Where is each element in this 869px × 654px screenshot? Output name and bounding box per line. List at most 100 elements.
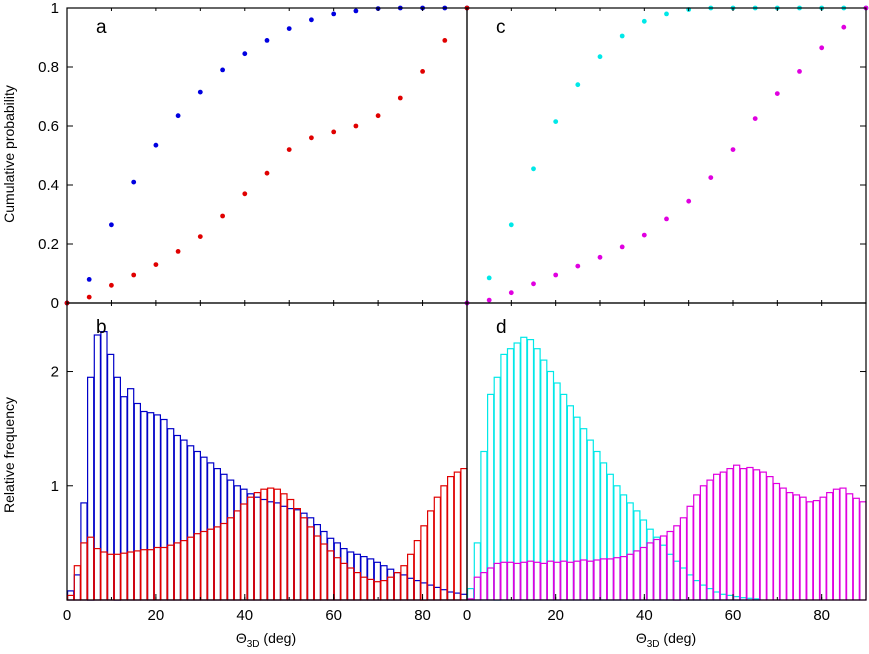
bar-d-s1-39	[726, 468, 734, 601]
bar-b-s1-57	[447, 476, 455, 601]
bar-d-s0-20	[599, 462, 608, 601]
point-a-s0-11	[309, 17, 314, 23]
point-c-s0-2	[508, 222, 514, 228]
bar-d-s1-19	[593, 559, 601, 601]
point-a-s0-9	[264, 38, 270, 43]
bar-d-s1-55	[832, 488, 841, 601]
xtick-label-d-0: 0	[463, 607, 471, 624]
bar-d-s0-21	[606, 473, 614, 601]
bar-b-s0-36	[307, 517, 315, 601]
bar-b-s0-9	[126, 388, 135, 601]
bar-b-s0-49	[393, 571, 401, 601]
bar-d-s0-16	[573, 416, 581, 601]
panel-label-d: d	[496, 317, 507, 338]
bar-d-s1-41	[739, 468, 747, 601]
point-c-s1-14	[774, 91, 780, 96]
point-a-s1-9	[264, 170, 270, 176]
bar-d-s1-17	[579, 559, 588, 601]
point-a-s1-13	[353, 123, 359, 129]
bar-d-s1-48	[786, 492, 794, 601]
bar-b-s0-50	[400, 574, 408, 601]
bar-d-s1-52	[812, 500, 821, 601]
bar-b-s1-11	[140, 549, 148, 601]
bar-d-s1-58	[852, 497, 860, 601]
bar-d-s1-3	[487, 567, 495, 601]
bar-d-s0-23	[619, 494, 628, 601]
bar-d-s0-15	[566, 405, 575, 601]
bar-b-s1-0	[66, 594, 75, 601]
panel-label-b: b	[96, 317, 107, 338]
bar-b-s1-47	[380, 579, 388, 601]
bar-b-s0-7	[113, 376, 122, 601]
bar-d-s0-34	[693, 579, 701, 601]
bar-b-s0-52	[413, 579, 421, 601]
bar-d-s1-33	[686, 505, 694, 601]
ytick-label-b-1: 2	[51, 364, 59, 381]
bar-d-s0-28	[653, 536, 661, 601]
point-a-s0-1	[86, 277, 92, 282]
point-c-s0-9	[664, 11, 669, 17]
point-a-s1-11	[309, 135, 314, 141]
bar-d-s0-37	[712, 591, 721, 601]
frame-d	[466, 302, 867, 601]
bar-d-s0-38	[719, 593, 727, 601]
bar-b-s0-34	[293, 509, 301, 601]
bar-b-s0-39	[327, 537, 335, 601]
bar-b-s0-13	[153, 414, 162, 601]
point-c-s1-11	[708, 175, 714, 181]
bar-d-s0-0	[467, 587, 475, 601]
bar-d-s0-35	[699, 584, 708, 601]
bar-b-s1-46	[373, 581, 381, 601]
bar-d-s1-21	[606, 558, 614, 601]
frame-c	[466, 7, 867, 304]
point-c-s1-6	[597, 254, 603, 260]
bar-d-s0-13	[553, 382, 561, 601]
bar-d-s1-22	[613, 557, 621, 601]
point-a-s1-3	[131, 272, 137, 278]
point-c-s1-9	[664, 216, 669, 222]
bar-b-s0-42	[347, 551, 355, 601]
bar-b-s1-22	[213, 526, 222, 601]
bar-d-s1-26	[639, 546, 648, 601]
bar-d-s1-35	[699, 485, 708, 601]
bar-d-s1-38	[719, 471, 727, 601]
point-a-s1-14	[375, 113, 381, 119]
bar-b-s1-34	[293, 508, 301, 601]
bar-b-s0-1	[73, 574, 82, 601]
bar-d-s1-30	[666, 530, 674, 601]
bar-d-s0-7	[513, 342, 521, 601]
ytick-label-a-0: 0	[51, 295, 59, 312]
bar-d-s1-1	[473, 576, 481, 601]
bar-b-s1-7	[113, 553, 122, 601]
bar-b-s0-56	[440, 589, 448, 601]
bar-d-s0-4	[493, 376, 501, 601]
bar-d-s1-13	[553, 561, 561, 601]
bar-b-s1-25	[233, 510, 242, 601]
bar-b-s0-30	[267, 501, 275, 601]
bar-d-s0-29	[659, 544, 668, 601]
point-c-s0-4	[553, 119, 559, 124]
frame-a	[66, 7, 468, 304]
x-axis-title-left: Θ3D (deg)	[236, 630, 296, 650]
bar-d-s1-2	[480, 571, 488, 601]
point-a-s0-2	[109, 222, 114, 228]
bar-d-s1-34	[693, 494, 701, 601]
bar-d-s1-25	[633, 550, 641, 601]
xtick-label-d-4: 80	[813, 607, 830, 624]
bar-b-s1-9	[126, 551, 135, 601]
point-c-s1-15	[797, 69, 802, 74]
bar-b-s1-14	[160, 546, 168, 601]
bar-b-s0-15	[167, 428, 175, 601]
bar-d-s1-20	[599, 558, 608, 601]
bar-b-s1-44	[360, 576, 368, 601]
ytick-label-a-3: 0.6	[38, 118, 59, 135]
bar-b-s0-22	[213, 468, 222, 601]
bar-d-s1-57	[845, 493, 854, 601]
bar-d-s1-59	[859, 501, 867, 601]
bar-d-s1-7	[513, 562, 521, 601]
bar-d-s1-42	[746, 466, 754, 601]
bar-b-s0-44	[360, 555, 368, 601]
panel-label-c: c	[496, 17, 506, 38]
